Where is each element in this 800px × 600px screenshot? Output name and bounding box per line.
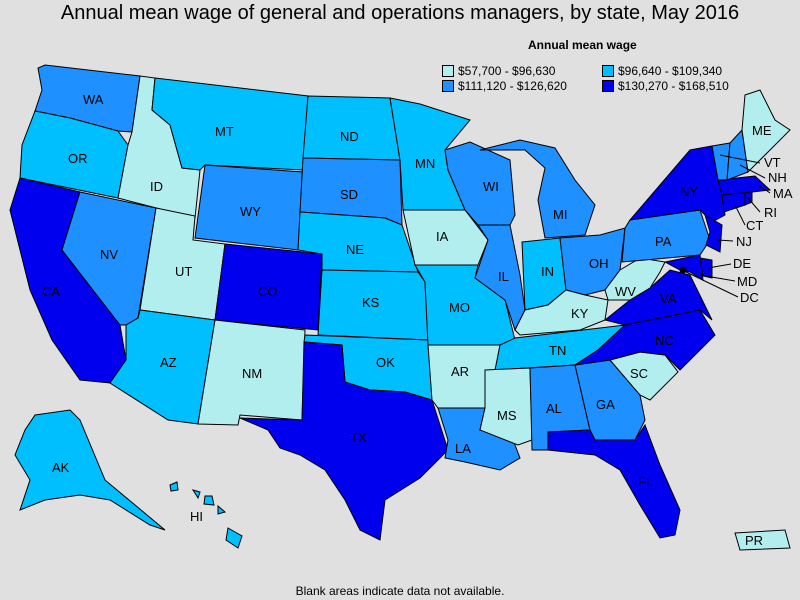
label-OR: OR (68, 151, 88, 166)
state-KY[interactable] (514, 289, 609, 336)
label-KS: KS (362, 295, 380, 310)
legend-label-tier-4: $130,270 - $168,510 (618, 79, 729, 93)
label-ME: ME (752, 123, 772, 138)
label-NE: NE (346, 242, 364, 257)
label-ID: ID (150, 179, 163, 194)
legend-swatch-tier-3 (442, 80, 454, 92)
label-RI: RI (764, 205, 777, 220)
label-TX: TX (350, 430, 367, 445)
label-WI: WI (483, 179, 499, 194)
label-TN: TN (549, 343, 566, 358)
label-WY: WY (240, 204, 261, 219)
label-NJ: NJ (736, 234, 752, 249)
legend-item-tier-2: $96,640 - $109,340 (602, 64, 722, 78)
label-AL: AL (546, 401, 562, 416)
label-AR: AR (451, 364, 469, 379)
label-CO: CO (258, 284, 278, 299)
label-LA: LA (455, 441, 471, 456)
legend-swatch-tier-1 (442, 65, 454, 77)
state-ND[interactable] (302, 95, 401, 161)
state-MS[interactable] (479, 367, 533, 446)
label-ND: ND (340, 129, 359, 144)
label-VA: VA (660, 291, 677, 306)
label-OK: OK (376, 355, 395, 370)
state-MI[interactable] (479, 139, 596, 239)
legend-item-tier-3: $111,120 - $126,620 (442, 79, 567, 93)
label-VT: VT (764, 155, 781, 170)
label-IN: IN (541, 264, 554, 279)
label-SC: SC (630, 366, 648, 381)
state-MA[interactable] (717, 175, 772, 196)
state-HI[interactable] (169, 481, 243, 549)
label-NC: NC (655, 333, 674, 348)
label-SD: SD (340, 187, 358, 202)
state-ME[interactable] (741, 89, 791, 174)
label-FL: FL (638, 474, 653, 489)
label-KY: KY (571, 306, 589, 321)
label-WV: WV (615, 284, 636, 299)
legend-title: Annual mean wage (528, 38, 637, 52)
label-NH: NH (768, 170, 787, 185)
state-NJ[interactable] (704, 213, 723, 253)
label-AK: AK (52, 460, 70, 475)
state-PR[interactable] (734, 529, 791, 551)
label-PA: PA (655, 234, 672, 249)
label-MA: MA (773, 186, 793, 201)
label-IA: IA (436, 229, 449, 244)
label-leader-lines (683, 154, 771, 298)
legend-label-tier-1: $57,700 - $96,630 (458, 64, 556, 78)
legend-label-tier-2: $96,640 - $109,340 (618, 64, 723, 78)
label-CT: CT (746, 218, 763, 233)
label-IL: IL (498, 269, 509, 284)
label-MN: MN (415, 156, 435, 171)
label-CA: CA (42, 284, 60, 299)
label-OH: OH (589, 256, 609, 271)
state-FL[interactable] (547, 423, 681, 539)
legend: Annual mean wage $57,700 - $96,630 $96,6… (440, 38, 780, 96)
label-MD: MD (737, 274, 757, 289)
state-IA[interactable] (402, 209, 489, 266)
label-MT: MT (215, 124, 234, 139)
label-DE: DE (733, 256, 751, 271)
legend-item-tier-4: $130,270 - $168,510 (602, 79, 729, 93)
label-NV: NV (100, 247, 118, 262)
footer-note: Blank areas indicate data not available. (295, 584, 505, 598)
state-NY[interactable] (628, 145, 726, 223)
label-GA: GA (596, 397, 615, 412)
label-DC: DC (740, 290, 759, 305)
label-WA: WA (83, 92, 104, 107)
state-TX[interactable] (239, 341, 449, 541)
state-AK[interactable] (14, 409, 166, 531)
legend-item-tier-1: $57,700 - $96,630 (442, 64, 555, 78)
label-HI: HI (190, 509, 203, 524)
map-title: Annual mean wage of general and operatio… (60, 2, 740, 24)
dc-marker (680, 267, 686, 273)
label-NY: NY (680, 184, 698, 199)
legend-label-tier-3: $111,120 - $126,620 (458, 79, 567, 93)
label-PR: PR (745, 533, 763, 548)
label-MO: MO (449, 300, 470, 315)
label-AZ: AZ (160, 355, 177, 370)
label-MS: MS (497, 408, 517, 423)
legend-swatch-tier-4 (602, 80, 614, 92)
label-MI: MI (553, 207, 567, 222)
label-NM: NM (242, 366, 262, 381)
legend-swatch-tier-2 (602, 65, 614, 77)
state-NM[interactable] (197, 319, 306, 426)
label-UT: UT (175, 264, 192, 279)
